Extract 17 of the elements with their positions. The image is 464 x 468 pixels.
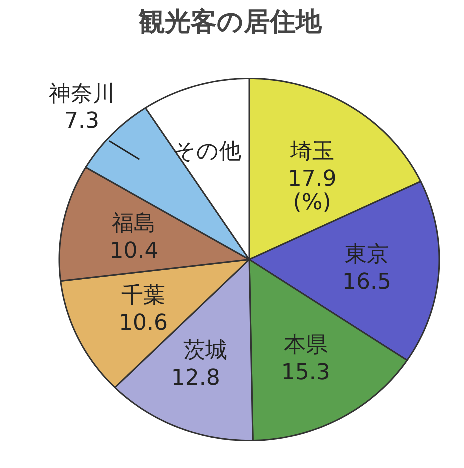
slice-label: 本県	[284, 333, 328, 358]
chart-title: 観光客の居住地	[138, 8, 323, 38]
slice-label: 東京	[344, 242, 389, 268]
data-label: 10.4	[110, 238, 159, 264]
data-label: 12.8	[171, 366, 220, 392]
data-label: 10.6	[119, 310, 168, 336]
data-label: 17.9	[288, 166, 337, 192]
slice-label: 神奈川	[49, 82, 116, 107]
data-label: 7.3	[64, 109, 100, 134]
slice-label: 埼玉	[289, 140, 334, 165]
slice-label: その他	[173, 140, 242, 165]
slice-label: 千葉	[122, 284, 166, 309]
slice-label: 茨城	[183, 338, 228, 364]
text: (%)	[293, 190, 332, 216]
slice-label: 福島	[112, 211, 156, 236]
data-label: 16.5	[342, 270, 392, 296]
data-label: 15.3	[281, 360, 330, 386]
